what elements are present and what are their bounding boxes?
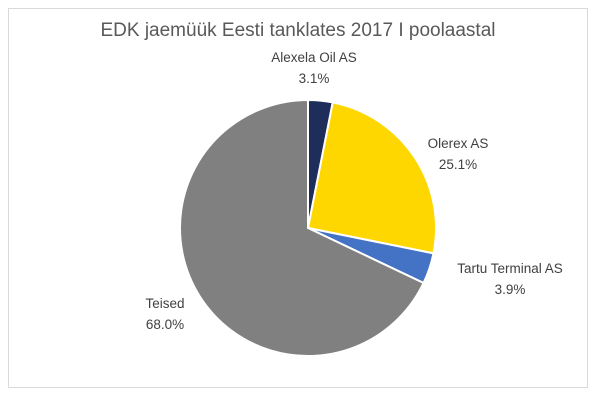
slice-label-olerex-as: Olerex AS	[428, 136, 489, 151]
pie-slice-olerex-as	[306, 101, 437, 255]
slice-label-teised: Teised	[145, 296, 184, 311]
slice-label-tartu-terminal-as: Tartu Terminal AS	[457, 261, 563, 276]
slice-value-teised: 68.0%	[146, 317, 184, 332]
slice-value-alexela-oil-as: 3.1%	[299, 71, 330, 86]
slice-label-alexela-oil-as: Alexela Oil AS	[271, 50, 357, 65]
chart-title: EDK jaemüük Eesti tanklates 2017 I poola…	[100, 20, 496, 41]
slice-value-tartu-terminal-as: 3.9%	[495, 282, 526, 297]
slice-value-olerex-as: 25.1%	[439, 157, 477, 172]
pie-slice-teised	[179, 98, 425, 357]
